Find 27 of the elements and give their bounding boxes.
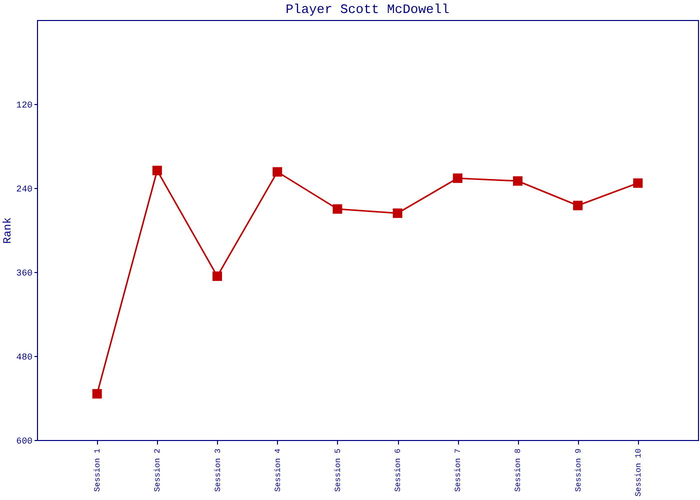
x-tick-label: Session 9 — [574, 448, 584, 492]
x-tick-label: Session 4 — [274, 448, 283, 492]
point — [272, 167, 282, 177]
point — [512, 176, 522, 186]
x-tick-label: Session 3 — [214, 448, 223, 492]
point — [452, 173, 462, 183]
y-tick-label: 480 — [16, 352, 32, 362]
y-axis-title: Rank — [2, 216, 14, 244]
point — [152, 166, 162, 176]
y-tick-label: 600 — [16, 436, 32, 446]
point — [392, 208, 402, 218]
chart-title: Player Scott McDowell — [286, 2, 450, 17]
y-tick-label: 360 — [16, 268, 32, 278]
x-tick-label: Session 10 — [634, 448, 644, 497]
x-tick-label: Session 1 — [94, 448, 103, 492]
point — [332, 204, 342, 214]
x-tick-label: Session 8 — [514, 448, 524, 492]
point — [212, 271, 222, 281]
point — [92, 389, 102, 399]
y-tick-label: 240 — [16, 184, 32, 194]
x-tick-label: Session 7 — [454, 448, 464, 492]
point — [633, 178, 643, 188]
y-tick-label: 120 — [16, 100, 32, 110]
point — [573, 200, 583, 210]
x-tick-label: Session 2 — [154, 448, 163, 492]
x-tick-label: Session 5 — [334, 448, 343, 492]
x-tick-label: Session 6 — [394, 448, 404, 492]
